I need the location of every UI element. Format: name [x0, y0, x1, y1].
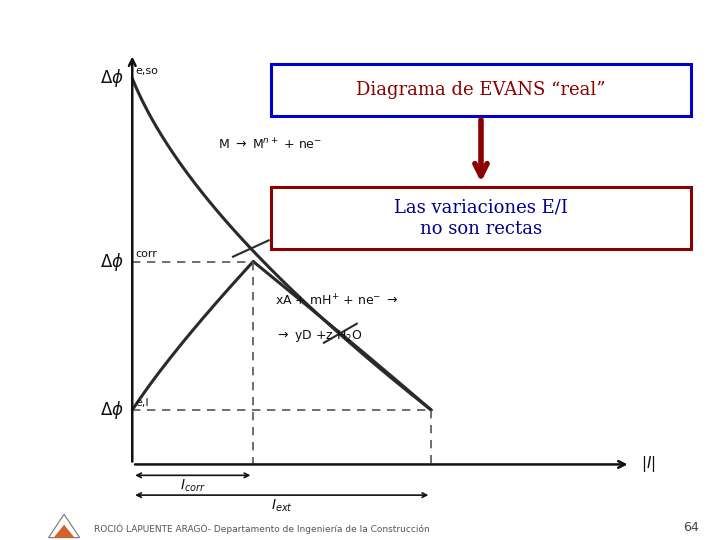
Text: xA + mH$^{+}$ + ne$^{-}$ $\rightarrow$: xA + mH$^{+}$ + ne$^{-}$ $\rightarrow$ — [274, 293, 398, 309]
Text: $\Delta\phi$: $\Delta\phi$ — [100, 251, 124, 273]
Text: Diagrama de EVANS “real”: Diagrama de EVANS “real” — [356, 80, 606, 98]
Text: Las variaciones E/I
no son rectas: Las variaciones E/I no son rectas — [394, 199, 568, 238]
FancyBboxPatch shape — [271, 187, 691, 249]
Text: $I_{corr}$: $I_{corr}$ — [180, 478, 206, 494]
Text: corr: corr — [136, 249, 158, 259]
Text: ROCIÓ LAPUENTE ARAGÓ- Departamento de Ingeniería de la Construcción: ROCIÓ LAPUENTE ARAGÓ- Departamento de In… — [94, 523, 429, 534]
Text: e,I: e,I — [136, 397, 150, 408]
Polygon shape — [54, 525, 74, 538]
Text: $\Delta\phi$: $\Delta\phi$ — [100, 68, 124, 90]
Text: e,so: e,so — [136, 66, 158, 76]
FancyBboxPatch shape — [271, 64, 691, 116]
Polygon shape — [48, 514, 80, 538]
Text: $\Delta\phi$: $\Delta\phi$ — [100, 399, 124, 421]
Text: 64: 64 — [683, 521, 698, 534]
Text: M $\rightarrow$ M$^{n+}$ + ne$^{-}$: M $\rightarrow$ M$^{n+}$ + ne$^{-}$ — [217, 137, 322, 153]
Text: $I_{ext}$: $I_{ext}$ — [271, 497, 293, 514]
Text: $\rightarrow$ yD +z H$_2$O: $\rightarrow$ yD +z H$_2$O — [274, 328, 362, 344]
Text: $|I|$: $|I|$ — [641, 455, 656, 475]
